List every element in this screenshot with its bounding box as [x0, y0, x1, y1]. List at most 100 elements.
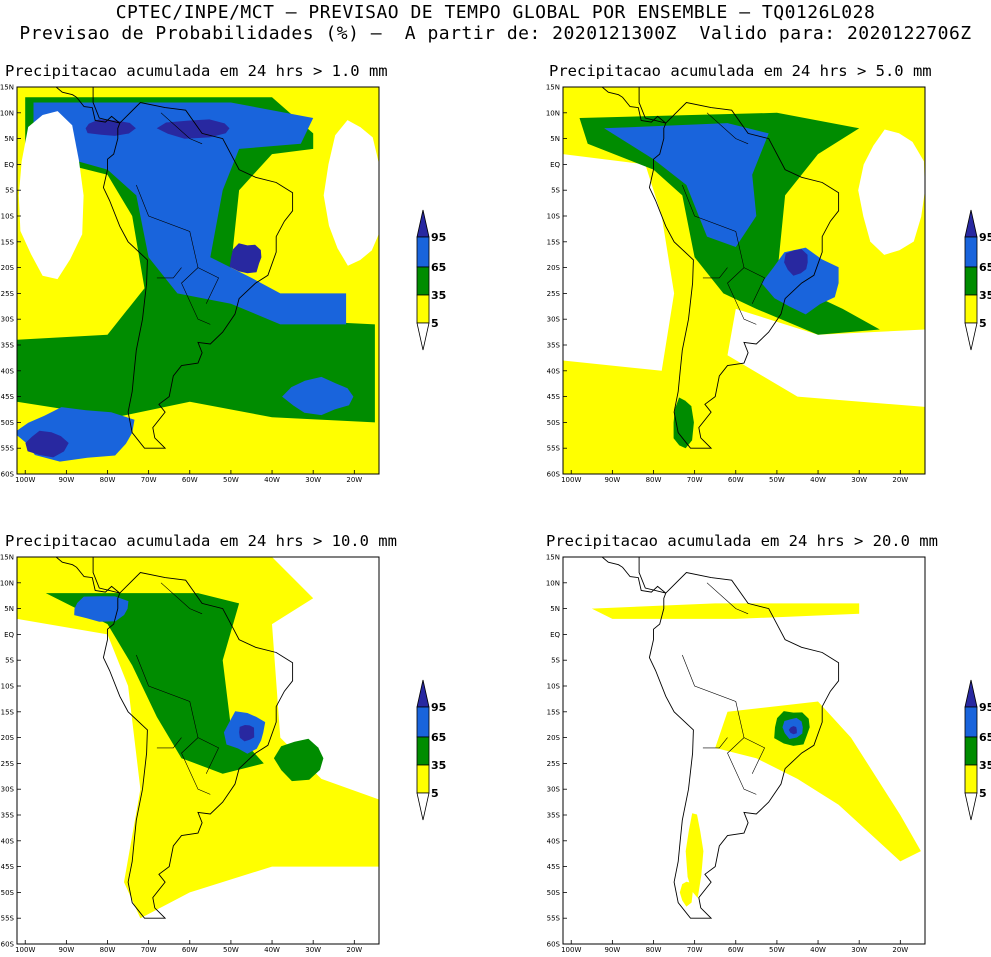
- lat-label: 10S: [1, 213, 15, 221]
- lat-label: EQ: [4, 161, 14, 169]
- lon-label: 90W: [604, 476, 620, 484]
- legend-swatch: [416, 764, 430, 794]
- probability-gap-area: [727, 308, 925, 407]
- lon-label: 30W: [851, 476, 867, 484]
- panel-3-legend: 95 65 35 5: [415, 679, 485, 830]
- lon-label: 40W: [264, 476, 280, 484]
- lon-label: 90W: [58, 476, 74, 484]
- probability-contour-2: [74, 596, 129, 622]
- central-america-coastline: [601, 557, 667, 594]
- probability-gap-area: [323, 120, 379, 266]
- panel-4-map: 15N 10N 5N EQ 5S 10S 15S 20S 25S 30S 35S 40S 45S 50S 5…: [546, 554, 926, 954]
- lon-label: 40W: [810, 946, 826, 954]
- lat-label: 55S: [1, 915, 15, 923]
- lat-label: 25S: [1, 290, 15, 298]
- panel-2-map: 15N 10N 5N EQ 5S 10S 15S 20S 25S 30S 35S 40S 45S 50S 5…: [546, 84, 926, 484]
- lat-label: 5N: [4, 135, 14, 143]
- lon-label: 50W: [769, 476, 785, 484]
- country-border: [160, 112, 203, 145]
- legend-swatch: [416, 294, 430, 324]
- legend-level-label: 35: [979, 289, 991, 302]
- lat-label: 30S: [547, 316, 561, 324]
- lon-label: 30W: [305, 476, 321, 484]
- lat-label: 55S: [547, 915, 561, 923]
- lat-label: 35S: [547, 342, 561, 350]
- legend-level-label: 35: [431, 759, 446, 772]
- panel-2-title: Precipitacao acumulada em 24 hrs > 5.0 m…: [549, 62, 932, 80]
- lon-label: 40W: [810, 476, 826, 484]
- legend-swatch-95-plus: [416, 679, 430, 708]
- lat-label: 20S: [1, 264, 15, 272]
- map-canvas: 15N 10N 5N EQ 5S 10S 15S 20S 25S 30S 35S 40S 45S 50S 5…: [0, 554, 380, 954]
- legend-swatch-below-5: [416, 792, 430, 821]
- legend-level-label: 95: [979, 701, 991, 714]
- lat-label: 25S: [547, 760, 561, 768]
- probability-gap-area: [858, 129, 925, 255]
- lat-label: 45S: [1, 393, 15, 401]
- legend-level-label: 5: [431, 787, 439, 800]
- lon-label: 60W: [728, 946, 744, 954]
- lon-label: 70W: [687, 476, 703, 484]
- lon-label: 60W: [182, 946, 198, 954]
- legend-level-label: 5: [979, 317, 987, 330]
- lon-label: 70W: [687, 946, 703, 954]
- panel-2-legend: 95 65 35 5: [963, 209, 991, 360]
- south-america-coastline: [648, 102, 840, 449]
- probability-gap-area: [563, 154, 675, 371]
- legend-swatch-95-plus: [964, 209, 978, 238]
- country-border: [702, 737, 728, 749]
- lon-label: 100W: [561, 946, 581, 954]
- probability-contour-0: [591, 603, 860, 619]
- legend-swatch: [416, 266, 430, 296]
- probability-contour-1: [673, 397, 694, 449]
- lon-label: 100W: [561, 476, 581, 484]
- lat-label: 5S: [551, 657, 560, 665]
- lat-label: 15S: [1, 708, 15, 716]
- lat-label: 5S: [5, 187, 14, 195]
- lat-label: 60S: [547, 941, 561, 949]
- map-canvas: 15N 10N 5N EQ 5S 10S 15S 20S 25S 30S 35S 40S 45S 50S 5…: [546, 84, 926, 484]
- legend-swatch: [964, 236, 978, 268]
- lat-label: 60S: [1, 471, 15, 479]
- probability-contour-0: [685, 813, 704, 898]
- lon-label: 90W: [58, 946, 74, 954]
- legend-swatch-95-plus: [964, 679, 978, 708]
- probability-contour-0: [715, 701, 921, 862]
- south-america-coastline: [648, 572, 840, 919]
- country-border: [197, 737, 219, 774]
- legend-level-label: 35: [979, 759, 991, 772]
- legend-swatch: [416, 706, 430, 738]
- map-canvas: 15N 10N 5N EQ 5S 10S 15S 20S 25S 30S 35S 40S 45S 50S 5…: [546, 554, 926, 954]
- lat-label: EQ: [550, 161, 560, 169]
- panel-1-map: 15N 10N 5N EQ 5S 10S 15S 20S 25S 30S 35S 40S 45S 50S 5…: [0, 84, 380, 484]
- legend-swatch: [964, 266, 978, 296]
- country-border: [682, 654, 757, 795]
- lat-label: 45S: [547, 393, 561, 401]
- probability-contour-1: [45, 593, 264, 774]
- legend-swatch-95-plus: [416, 209, 430, 238]
- legend-swatch-below-5: [964, 792, 978, 821]
- country-border: [702, 267, 728, 279]
- lat-label: 40S: [1, 837, 15, 845]
- legend-level-label: 95: [431, 701, 446, 714]
- panel-3-map: 15N 10N 5N EQ 5S 10S 15S 20S 25S 30S 35S 40S 45S 50S 5…: [0, 554, 380, 954]
- legend-swatch: [964, 706, 978, 738]
- lon-label: 60W: [728, 476, 744, 484]
- map-frame: [562, 556, 926, 945]
- lat-label: 60S: [547, 471, 561, 479]
- lon-label: 20W: [346, 476, 362, 484]
- lat-label: 20S: [547, 734, 561, 742]
- probability-contour-3: [788, 726, 797, 735]
- probability-contour-3: [85, 119, 136, 136]
- legend-swatch-below-5: [416, 322, 430, 351]
- lon-label: 60W: [182, 476, 198, 484]
- lat-label: 60S: [1, 941, 15, 949]
- lon-label: 100W: [15, 476, 35, 484]
- legend-level-label: 65: [979, 261, 991, 274]
- lat-label: 15N: [546, 84, 560, 92]
- lat-label: 50S: [1, 889, 15, 897]
- lon-label: 80W: [646, 476, 662, 484]
- panel-1-title: Precipitacao acumulada em 24 hrs > 1.0 m…: [5, 62, 388, 80]
- legend-level-label: 65: [431, 261, 446, 274]
- probability-contour-2: [282, 376, 354, 416]
